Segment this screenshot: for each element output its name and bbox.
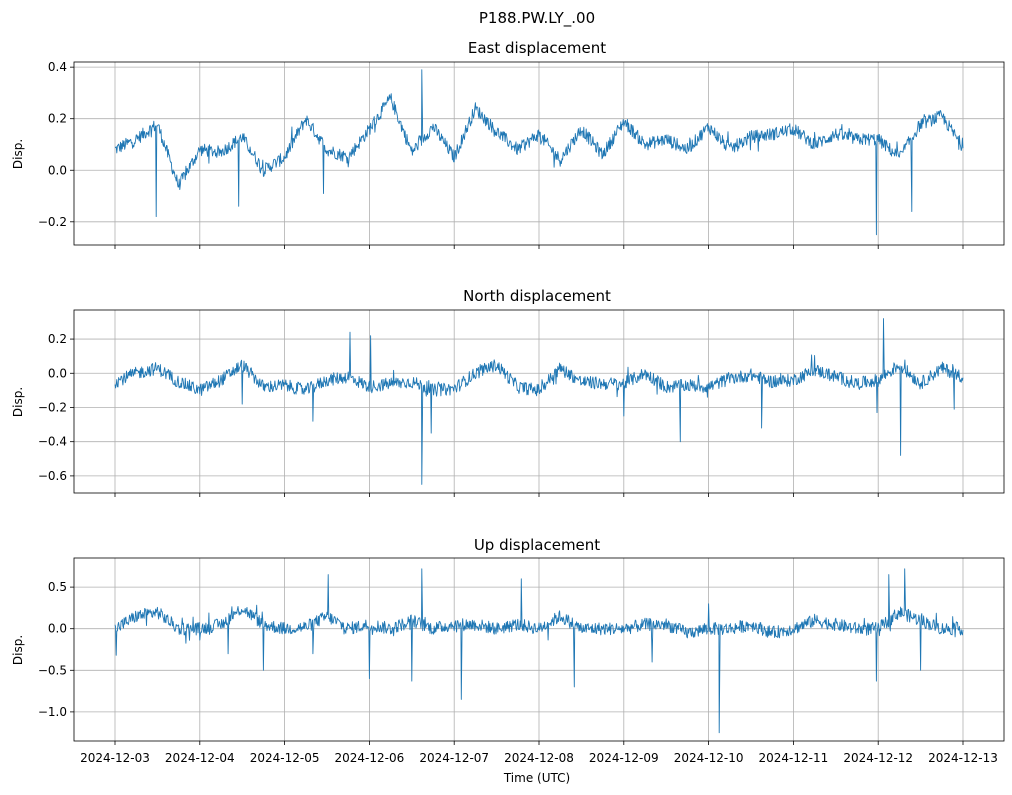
plot-area: −0.2 0.0 0.2 0.4 xyxy=(38,60,1005,249)
plot-area: −0.6 −0.4 −0.2 0.0 0.2 xyxy=(38,309,1005,497)
panel-north: North displacement Disp. −0.6 −0.4 −0.2 0.0… xyxy=(11,287,1005,497)
x-tick-label: 2024-12-10 xyxy=(674,751,744,765)
x-tick-label: 2024-12-05 xyxy=(250,751,320,765)
x-tick-label: 2024-12-08 xyxy=(504,751,574,765)
x-tick-label: 2024-12-07 xyxy=(419,751,489,765)
y-tick-label: −1.0 xyxy=(38,705,67,719)
y-tick-label: 0.0 xyxy=(48,366,67,380)
x-axis-label: Time (UTC) xyxy=(503,771,570,785)
x-tick-label: 2024-12-12 xyxy=(843,751,913,765)
y-tick-label: 0.2 xyxy=(48,112,67,126)
y-axis-label: Disp. xyxy=(11,387,25,417)
panel-title: East displacement xyxy=(468,39,606,57)
y-tick-label: −0.4 xyxy=(38,435,67,449)
panel-title: North displacement xyxy=(463,287,611,305)
y-tick-label: 0.4 xyxy=(48,60,67,74)
series-line xyxy=(115,69,964,236)
x-tick-label: 2024-12-04 xyxy=(165,751,235,765)
y-tick-label: 0.0 xyxy=(48,163,67,177)
plot-area: −1.0 −0.5 0.0 0.5 2024-12-03 2024-12-04 2024-1… xyxy=(38,557,1005,765)
y-axis-label: Disp. xyxy=(11,139,25,169)
y-tick-label: 0.0 xyxy=(48,622,67,636)
figure-suptitle: P188.PW.LY_.00 xyxy=(479,9,595,28)
panel-east: East displacement Disp. −0.2 0.0 0.2 0.4 xyxy=(11,39,1005,249)
x-tick-label: 2024-12-06 xyxy=(335,751,405,765)
y-tick-label: −0.5 xyxy=(38,663,67,677)
series-line xyxy=(114,568,964,734)
y-axis-label: Disp. xyxy=(11,635,25,665)
y-tick-label: −0.2 xyxy=(38,215,67,229)
panel-title: Up displacement xyxy=(474,536,600,554)
y-tick-label: 0.2 xyxy=(48,332,67,346)
y-tick-label: −0.2 xyxy=(38,400,67,414)
x-tick-label: 2024-12-11 xyxy=(759,751,829,765)
series-line xyxy=(114,318,964,485)
x-tick-label: 2024-12-13 xyxy=(928,751,998,765)
x-tick-label: 2024-12-09 xyxy=(589,751,659,765)
y-tick-label: 0.5 xyxy=(48,580,67,594)
panel-up: Up displacement Disp. −1.0 −0.5 0.0 0.5 2024… xyxy=(11,536,1005,765)
x-tick-label: 2024-12-03 xyxy=(80,751,150,765)
y-tick-label: −0.6 xyxy=(38,469,67,483)
